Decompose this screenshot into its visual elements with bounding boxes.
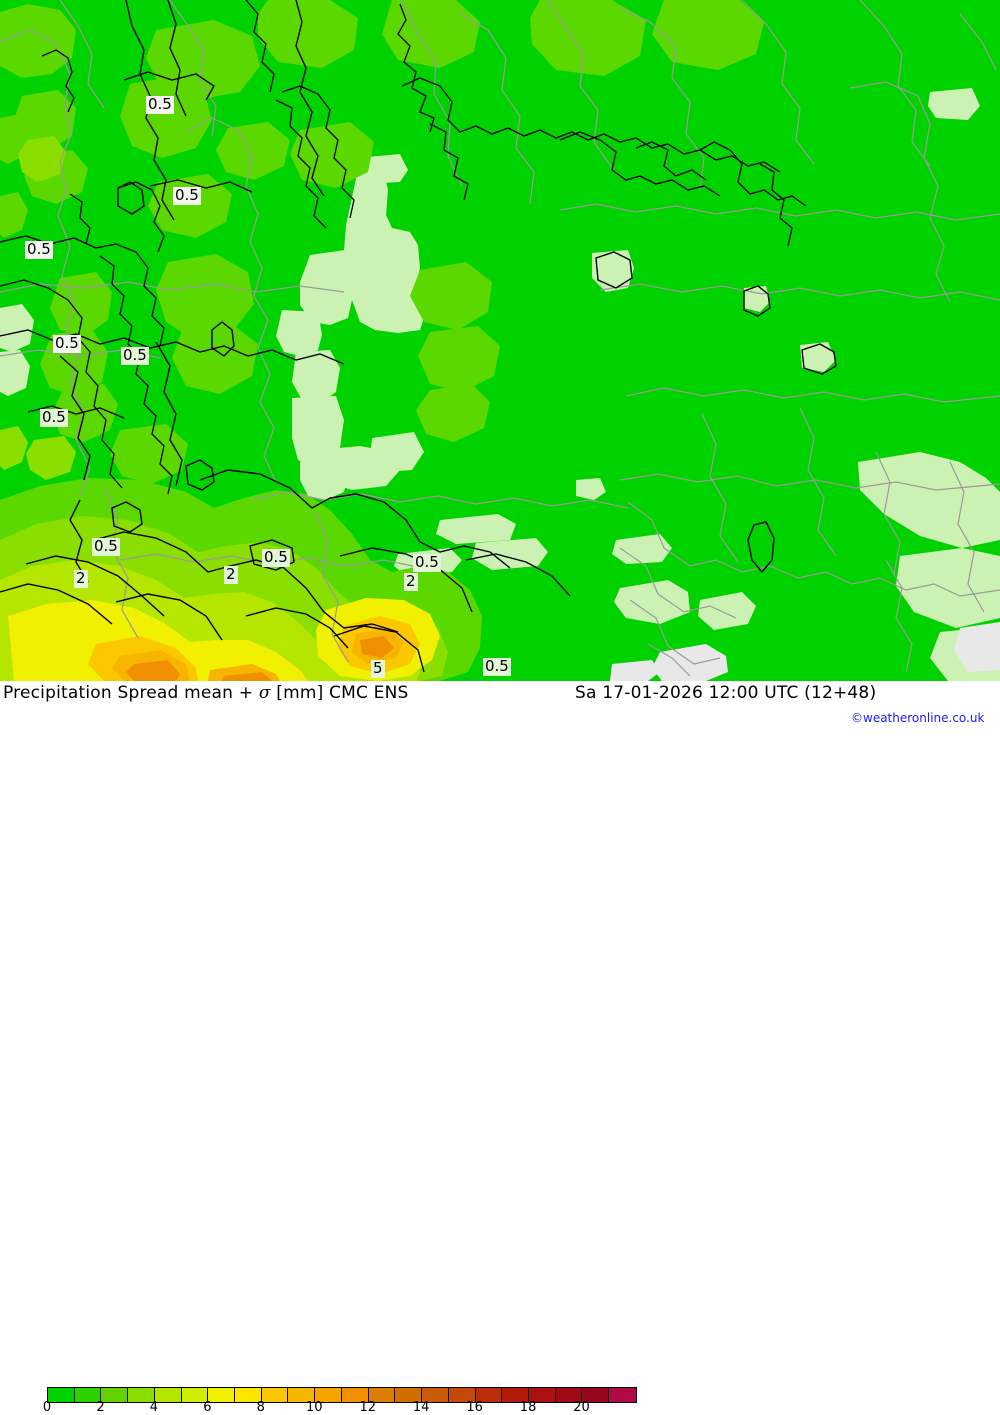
colorbar-swatch bbox=[48, 1388, 75, 1402]
colorbar-swatch bbox=[582, 1388, 610, 1402]
colorbar-tick-label: 6 bbox=[203, 1400, 212, 1415]
colorbar-swatch bbox=[288, 1388, 316, 1402]
contour-label: 0.5 bbox=[413, 553, 441, 572]
colorbar-swatch bbox=[74, 1388, 102, 1402]
precipitation-spread-map[interactable]: 0.5 0.5 0.5 0.5 0.5 0.5 0.5 0.5 2 2 0.5 … bbox=[0, 0, 1000, 681]
contour-label: 2 bbox=[224, 565, 238, 584]
product-title-main: Precipitation Spread mean + bbox=[3, 683, 254, 703]
colorbar-tick-label: 2 bbox=[96, 1400, 105, 1415]
near-zero-regions bbox=[0, 88, 1000, 681]
colorbar-swatch bbox=[555, 1388, 583, 1402]
model-name: CMC ENS bbox=[329, 683, 409, 703]
contour-label: 0.5 bbox=[483, 657, 511, 676]
colorbar-tick-label: 8 bbox=[256, 1400, 265, 1415]
colorbar-ticks: 0 2 4 6 8 10 12 14 16 18 20 bbox=[0, 1401, 1000, 1414]
colorbar-swatch bbox=[101, 1388, 129, 1402]
contour-label: 2 bbox=[74, 569, 88, 588]
colorbar-swatch bbox=[395, 1388, 423, 1402]
contour-label: 0.5 bbox=[121, 346, 149, 365]
colorbar-swatch bbox=[208, 1388, 236, 1402]
colorbar-swatch bbox=[261, 1388, 289, 1402]
coastlines bbox=[0, 0, 807, 495]
contour-lines bbox=[0, 0, 837, 673]
colorbar-swatch bbox=[235, 1388, 262, 1402]
colorbar-swatch bbox=[448, 1388, 476, 1402]
sigma-symbol: σ bbox=[258, 683, 271, 703]
contour-label: 0.5 bbox=[262, 548, 290, 567]
contour-label: 0.5 bbox=[173, 186, 201, 205]
colorbar-tick-label: 18 bbox=[519, 1400, 537, 1415]
colorbar-tick-label: 4 bbox=[149, 1400, 159, 1415]
product-units: [mm] bbox=[276, 683, 324, 703]
contour-label: 2 bbox=[404, 572, 418, 591]
colorbar-swatch bbox=[128, 1388, 155, 1402]
colorbar-swatch bbox=[609, 1388, 636, 1402]
colorbar-tick-label: 10 bbox=[305, 1400, 323, 1415]
colorbar-swatch bbox=[341, 1388, 369, 1402]
colorbar-tick-label: 0 bbox=[42, 1400, 52, 1415]
copyright-credit: ©weatheronline.co.uk bbox=[851, 711, 985, 725]
colorbar-swatch bbox=[315, 1388, 342, 1402]
map-canvas bbox=[0, 0, 1000, 681]
contour-label: 0.5 bbox=[146, 95, 174, 114]
colorbar-swatch bbox=[502, 1388, 529, 1402]
contour-label: 0.5 bbox=[53, 334, 81, 353]
valid-time-stamp: Sa 17-01-2026 12:00 UTC (12+48) bbox=[575, 683, 877, 703]
colorbar-swatch bbox=[475, 1388, 503, 1402]
colorbar-tick-label: 14 bbox=[412, 1400, 430, 1415]
colorbar-swatch bbox=[154, 1388, 182, 1402]
contour-label: 0.5 bbox=[25, 240, 53, 259]
masked-regions bbox=[610, 622, 1000, 681]
colorbar-swatch bbox=[181, 1388, 209, 1402]
product-title: Precipitation Spread mean + σ [mm] CMC E… bbox=[3, 683, 409, 703]
contour-label: 5 bbox=[371, 659, 385, 678]
colorbar-tick-label: 12 bbox=[359, 1400, 376, 1415]
colorbar-swatch bbox=[422, 1388, 449, 1402]
colorbar-swatch bbox=[368, 1388, 396, 1402]
map-footer: Precipitation Spread mean + σ [mm] CMC E… bbox=[0, 681, 1000, 1414]
contour-label: 0.5 bbox=[40, 408, 68, 427]
secondary-regions bbox=[0, 136, 76, 480]
colorbar-tick-label: 16 bbox=[466, 1400, 483, 1415]
high-spread-regions bbox=[0, 478, 482, 681]
colorbar-tick-label: 20 bbox=[573, 1400, 590, 1415]
colorbar-swatch bbox=[528, 1388, 556, 1402]
contour-label: 0.5 bbox=[92, 537, 120, 556]
